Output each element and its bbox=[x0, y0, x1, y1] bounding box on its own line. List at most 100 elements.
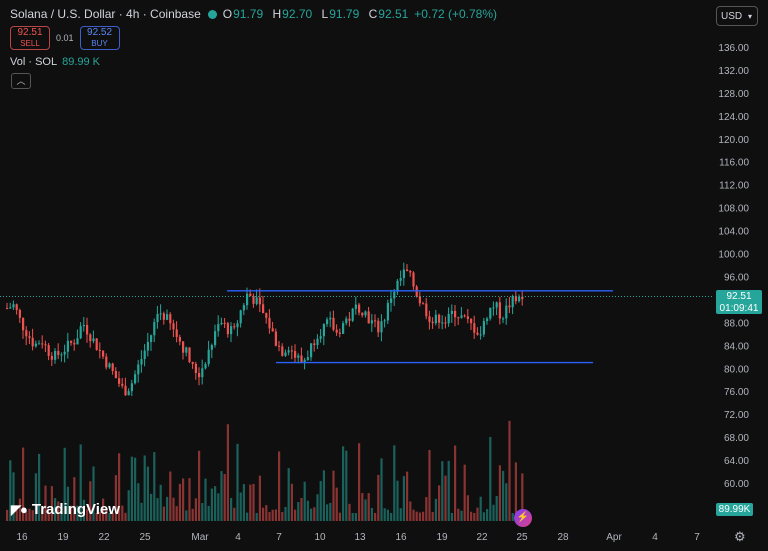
time-tick-label: 25 bbox=[516, 532, 528, 543]
candle-body bbox=[153, 322, 156, 336]
candle-body bbox=[92, 338, 95, 342]
candle-body bbox=[463, 315, 466, 317]
trade-panel: 92.51 SELL 0.01 92.52 BUY bbox=[10, 26, 120, 50]
volume-bar bbox=[470, 511, 473, 521]
volume-bar bbox=[294, 509, 297, 521]
candle-body bbox=[172, 323, 175, 330]
candle-body bbox=[508, 305, 511, 308]
volume-bar bbox=[63, 447, 66, 521]
candle-body bbox=[66, 340, 69, 352]
flash-icon[interactable]: ⚡ bbox=[514, 509, 532, 527]
candle-body bbox=[486, 318, 489, 322]
volume-bar bbox=[473, 512, 476, 521]
volume-bar bbox=[399, 508, 402, 521]
candle-body bbox=[406, 269, 409, 272]
volume-bar bbox=[198, 450, 201, 521]
candle-body bbox=[230, 326, 233, 335]
candle-body bbox=[239, 310, 242, 324]
candle-body bbox=[342, 323, 345, 334]
candle-body bbox=[386, 302, 389, 321]
price-tick-label: 88.00 bbox=[724, 318, 749, 329]
candle-body bbox=[450, 310, 453, 314]
price-tick-label: 116.00 bbox=[719, 158, 749, 169]
volume-bar bbox=[434, 498, 437, 521]
volume-bar bbox=[300, 498, 303, 521]
gear-icon[interactable]: ⚙ bbox=[734, 529, 746, 544]
candle-body bbox=[22, 317, 25, 331]
volume-bar bbox=[310, 508, 313, 521]
candle-body bbox=[79, 326, 82, 339]
volume-bar bbox=[521, 473, 524, 521]
currency-select[interactable]: USD ▾ bbox=[716, 6, 758, 26]
volume-bar bbox=[364, 499, 367, 521]
sell-button[interactable]: 92.51 SELL bbox=[10, 26, 50, 50]
volume-legend[interactable]: Vol · SOL 89.99 K bbox=[10, 56, 100, 68]
candle-body bbox=[265, 313, 268, 318]
volume-bar bbox=[166, 496, 169, 521]
volume-bar bbox=[284, 506, 287, 521]
volume-bar bbox=[498, 465, 501, 521]
volume-bar bbox=[230, 497, 233, 521]
volume-bar bbox=[278, 451, 281, 521]
volume-bar bbox=[134, 457, 137, 521]
candle-body bbox=[118, 378, 121, 384]
candle-body bbox=[377, 320, 380, 333]
candles bbox=[6, 262, 524, 397]
candle-body bbox=[236, 323, 239, 328]
candle-body bbox=[393, 291, 396, 299]
volume-bar bbox=[66, 486, 69, 521]
candle-body bbox=[303, 359, 306, 363]
candle-body bbox=[47, 345, 50, 356]
time-tick-label: 19 bbox=[436, 532, 448, 543]
candle-body bbox=[329, 317, 332, 320]
volume-bar bbox=[374, 512, 377, 521]
volume-bar bbox=[386, 509, 389, 521]
time-axis: 16 19 22 25 Mar 4 7 10 13 16 19 22 25 28 Apr 4 7 bbox=[16, 532, 700, 543]
volume-bar bbox=[194, 498, 197, 521]
volume-bar bbox=[358, 443, 361, 521]
volume-bar bbox=[447, 460, 450, 521]
candle-body bbox=[354, 304, 357, 309]
candle-body bbox=[338, 332, 341, 334]
candle-body bbox=[348, 318, 351, 321]
symbol-title[interactable]: Solana / U.S. Dollar · 4h · Coinbase bbox=[10, 7, 201, 21]
candle-body bbox=[470, 318, 473, 324]
volume-bar bbox=[502, 470, 505, 521]
candle-body bbox=[175, 329, 178, 338]
volume-bar bbox=[377, 474, 380, 521]
candle-body bbox=[140, 359, 143, 365]
volume-label: Vol · SOL bbox=[10, 56, 58, 68]
candle-body bbox=[188, 347, 191, 362]
candle-body bbox=[185, 347, 188, 353]
candle-body bbox=[374, 320, 377, 322]
candle-body bbox=[502, 318, 505, 320]
buy-button[interactable]: 92.52 BUY bbox=[79, 26, 120, 50]
candle-body bbox=[278, 345, 281, 347]
volume-bar bbox=[380, 458, 383, 521]
volume-bar bbox=[246, 512, 249, 521]
volume-bar bbox=[342, 446, 345, 521]
collapse-legend-icon[interactable]: ︿ bbox=[11, 73, 31, 89]
volume-bar bbox=[431, 511, 434, 521]
candle-body bbox=[25, 330, 28, 337]
volume-bar bbox=[143, 455, 146, 521]
candle-body bbox=[156, 314, 159, 323]
volume-bar bbox=[82, 499, 85, 521]
volume-bar bbox=[319, 480, 322, 521]
volume-bar bbox=[137, 483, 140, 521]
volume-bar bbox=[153, 452, 156, 521]
candle-body bbox=[44, 344, 47, 346]
volume-bar bbox=[178, 483, 181, 521]
tradingview-logo[interactable]: ◤● TradingView bbox=[11, 501, 120, 518]
volume-bar bbox=[332, 470, 335, 521]
volume-bar bbox=[175, 506, 178, 521]
candle-body bbox=[9, 307, 12, 309]
candle-body bbox=[332, 317, 335, 330]
volume-bar bbox=[303, 481, 306, 521]
volume-bar bbox=[370, 507, 373, 521]
volume-bar bbox=[463, 464, 466, 521]
candle-body bbox=[95, 338, 98, 350]
candle-body bbox=[370, 320, 373, 324]
candle-body bbox=[428, 316, 431, 322]
